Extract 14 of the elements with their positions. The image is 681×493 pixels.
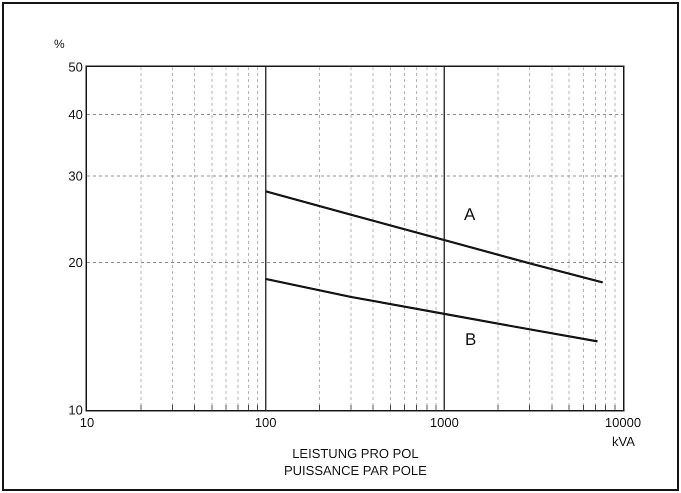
y-tick-label: 50 — [68, 60, 83, 75]
y-tick-label: 20 — [68, 254, 83, 270]
series-label: B — [465, 330, 476, 349]
x-tick-label: 10000 — [604, 415, 642, 430]
y-tick-label: 10 — [68, 402, 83, 418]
y-axis-title: % — [54, 37, 65, 51]
y-tick-label: 40 — [68, 107, 83, 122]
y-tick-label: 30 — [68, 168, 83, 184]
x-tick-label: 100 — [254, 415, 277, 430]
x-tick-label: 1000 — [430, 415, 459, 430]
x-axis-title: LEISTUNG PRO POL PUISSANCE PAR POLE — [284, 446, 428, 478]
series-label: A — [464, 205, 476, 224]
text: kVA — [612, 434, 636, 449]
x-tick-label: 10 — [80, 415, 94, 430]
